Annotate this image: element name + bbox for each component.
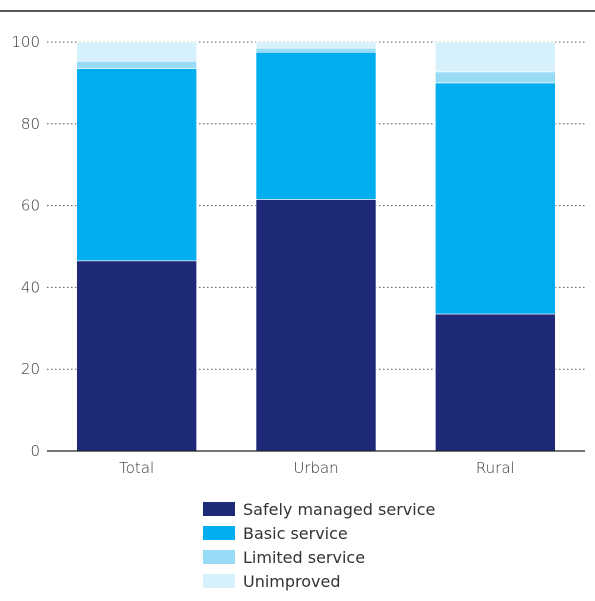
y-tick-label-100: 100	[11, 33, 40, 51]
legend-swatch	[203, 574, 235, 588]
bar-total-limited-service	[76, 60, 197, 69]
legend-swatch	[203, 526, 235, 540]
x-tick-labels: Total Urban Rural	[119, 459, 515, 477]
legend-item: Safely managed service	[203, 497, 435, 521]
bars	[76, 41, 556, 452]
x-tick-label-total: Total	[119, 459, 154, 477]
bar-total-safely-managed-service	[76, 260, 197, 452]
bar-urban-limited-service	[255, 47, 377, 53]
y-tick-labels: 0 20 40 60 80 100	[11, 33, 40, 460]
x-tick-label-rural: Rural	[476, 459, 515, 477]
y-tick-label-0: 0	[30, 442, 40, 460]
bar-total-basic-service	[76, 68, 197, 262]
legend: Safely managed service Basic service Limit…	[203, 497, 435, 593]
legend-item: Basic service	[203, 521, 435, 545]
legend-label: Basic service	[243, 523, 348, 543]
y-tick-label-40: 40	[21, 278, 40, 296]
bar-urban-basic-service	[255, 51, 377, 200]
legend-item: Limited service	[203, 545, 435, 569]
bar-rural-basic-service	[435, 82, 556, 315]
legend-swatch	[203, 550, 235, 564]
bar-rural-limited-service	[435, 71, 556, 84]
legend-item: Unimproved	[203, 569, 435, 593]
bar-urban-safely-managed-service	[255, 199, 377, 452]
bar-rural-unimproved	[435, 41, 556, 73]
legend-swatch	[203, 502, 235, 516]
bar-total-unimproved	[76, 41, 197, 62]
legend-label: Limited service	[243, 547, 366, 567]
y-tick-label-80: 80	[21, 115, 40, 133]
y-tick-label-20: 20	[21, 360, 40, 378]
legend-label: Safely managed service	[243, 499, 436, 519]
x-tick-label-urban: Urban	[293, 459, 338, 477]
y-tick-label-60: 60	[21, 197, 40, 215]
legend-label: Unimproved	[243, 571, 341, 591]
bar-urban-unimproved	[255, 41, 377, 49]
bar-rural-safely-managed-service	[435, 313, 556, 452]
